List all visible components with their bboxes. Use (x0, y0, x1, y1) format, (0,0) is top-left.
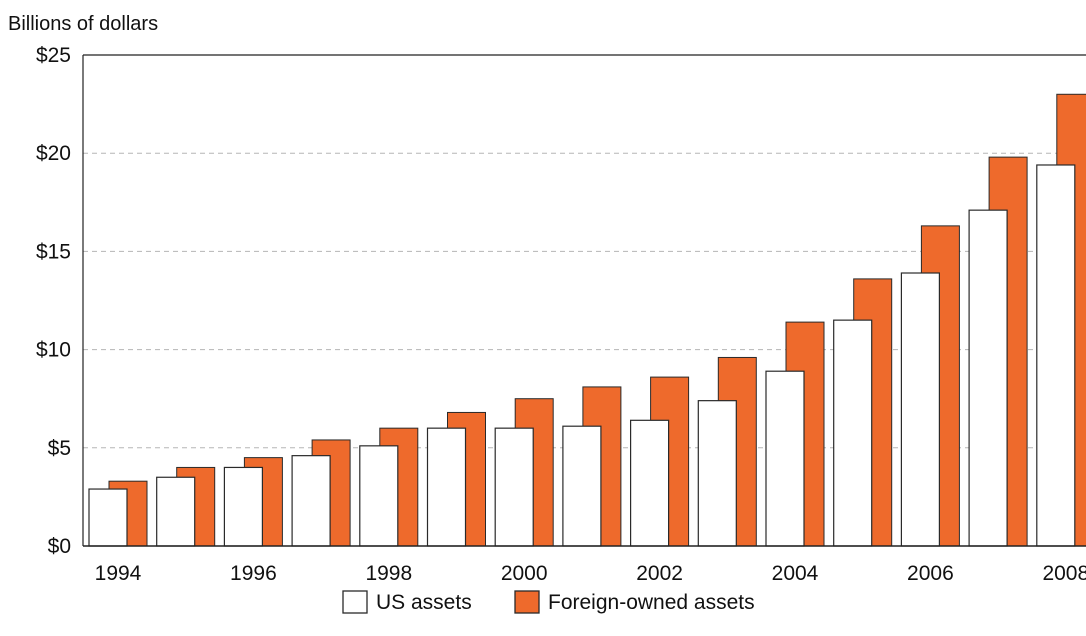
bar-us-assets-1998 (359, 445, 399, 547)
bar-us-assets-1999 (426, 427, 467, 547)
x-tick-label: 1998 (365, 562, 412, 585)
x-tick-label: 2000 (501, 562, 548, 585)
x-tick-label: 1996 (230, 562, 277, 585)
x-axis: 1994 1996 1998 2000 2002 2004 2006 2008 (83, 545, 1086, 585)
x-tick-label: 2004 (772, 562, 819, 585)
bar-us-assets-1994 (88, 488, 128, 547)
y-axis-title: Billions of dollars (8, 13, 158, 35)
bar-us-assets-1996 (223, 466, 263, 547)
x-tick-label: 1994 (95, 562, 142, 585)
x-tick-label: 2006 (907, 562, 954, 585)
bar-us-assets-2007 (968, 209, 1008, 547)
legend: US assets Foreign-owned assets (342, 590, 755, 614)
y-tick-label: $0 (48, 535, 71, 558)
bar-us-assets-2000 (494, 427, 534, 547)
bar-us-assets-2001 (562, 425, 602, 547)
bar-us-assets-2003 (697, 400, 737, 547)
y-axis: $0 $5 $10 $15 $20 $25 (36, 44, 1086, 558)
bars (88, 93, 1086, 547)
bar-us-assets-1997 (291, 455, 331, 547)
bar-us-assets-2008 (1036, 164, 1076, 547)
y-tick-label: $5 (48, 437, 71, 460)
legend-swatch (342, 590, 368, 614)
legend-entry: US assets (376, 591, 472, 614)
y-tick-label: $15 (36, 240, 71, 263)
y-tick-label: $10 (36, 339, 71, 362)
bar-us-assets-2006 (900, 272, 941, 547)
y-tick-label: $25 (36, 44, 71, 67)
bar-us-assets-2005 (833, 319, 873, 547)
y-tick-label: $20 (36, 142, 71, 165)
bar-us-assets-2002 (629, 419, 670, 547)
x-tick-label: 2002 (636, 562, 683, 585)
legend-entry: Foreign-owned assets (548, 591, 755, 614)
legend-swatch (514, 590, 540, 614)
x-tick-label: 2008 (1042, 562, 1086, 585)
bar-us-assets-1995 (156, 476, 196, 547)
bar-us-assets-2004 (765, 370, 805, 547)
